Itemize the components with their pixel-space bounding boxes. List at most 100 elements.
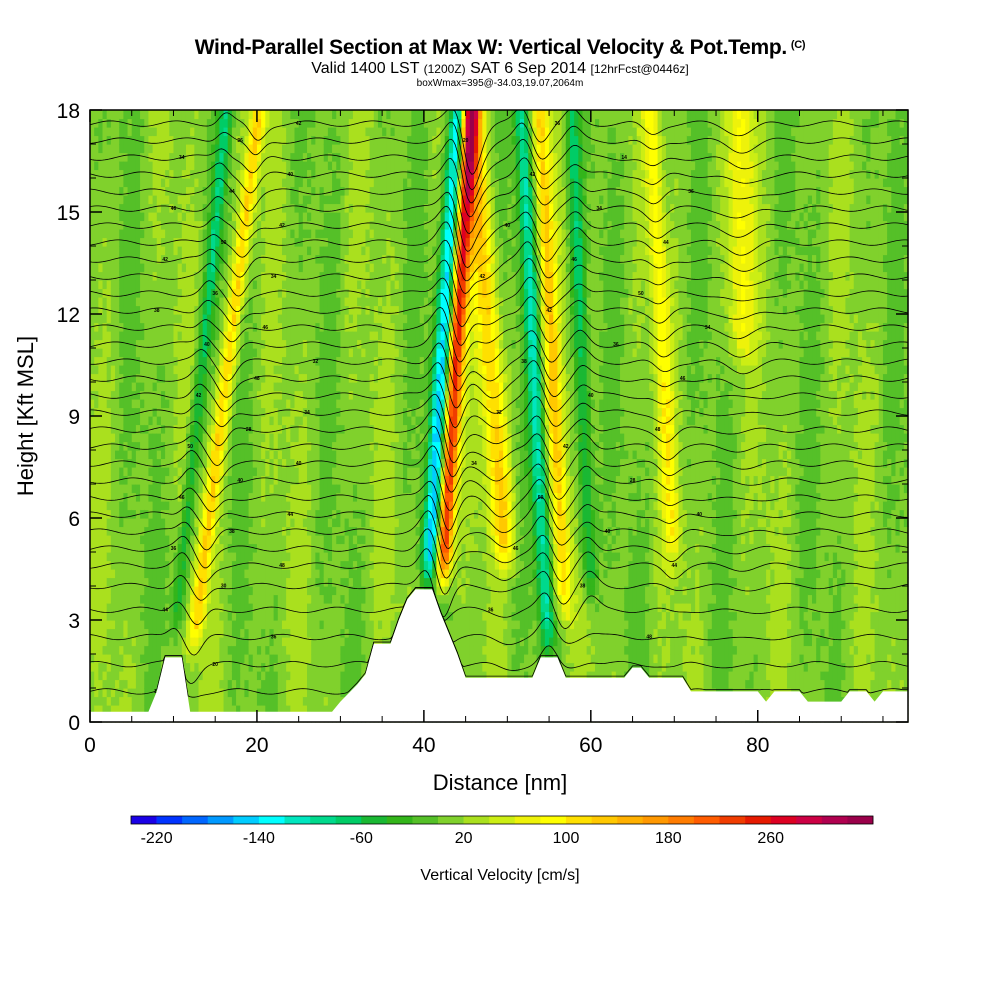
velocity-cell [160,518,166,528]
velocity-cell [290,526,296,536]
velocity-cell [98,152,104,162]
velocity-cell [369,280,375,290]
velocity-cell [256,212,262,222]
velocity-cell [252,246,258,256]
velocity-cell [140,628,145,638]
velocity-cell [127,611,133,621]
velocity-cell [202,543,208,553]
velocity-cell [336,203,341,213]
velocity-cell [211,441,216,451]
velocity-cell [332,348,337,358]
velocity-cell [290,382,296,392]
velocity-cell [323,331,329,341]
velocity-cell [240,373,246,383]
velocity-cell [319,288,325,298]
velocity-cell [315,203,321,213]
velocity-cell [286,637,291,647]
velocity-cell [115,705,120,715]
velocity-cell [198,118,204,128]
velocity-cell [365,509,371,519]
velocity-cell [169,441,175,451]
velocity-cell [294,280,300,290]
velocity-cell [98,467,104,477]
velocity-cell [94,280,99,290]
velocity-cell [286,594,291,604]
velocity-cell [244,543,250,553]
velocity-cell [156,467,162,477]
velocity-cell [90,297,95,307]
velocity-cell [311,654,316,664]
velocity-cell [302,203,308,213]
velocity-cell [269,518,275,528]
velocity-cell [194,220,200,230]
velocity-cell [177,382,183,392]
velocity-cell [315,356,321,366]
velocity-cell [340,620,346,630]
velocity-cell [219,492,225,502]
velocity-cell [302,705,308,715]
velocity-cell [98,509,104,519]
velocity-cell [135,484,141,494]
velocity-cell [319,220,325,230]
velocity-cell [248,399,254,409]
velocity-cell [165,433,170,443]
velocity-cell [307,288,312,298]
velocity-cell [336,450,341,460]
velocity-cell [211,297,216,307]
velocity-cell [261,373,266,383]
velocity-cell [223,297,229,307]
velocity-cell [90,705,95,715]
velocity-cell [98,492,104,502]
velocity-cell [227,645,233,655]
velocity-cell [332,212,337,222]
velocity-cell [127,263,133,273]
velocity-cell [131,305,137,315]
velocity-cell [169,203,175,213]
velocity-cell [344,577,350,587]
velocity-cell [294,484,300,494]
velocity-cell [365,390,371,400]
velocity-cell [227,535,233,545]
velocity-cell [302,433,308,443]
velocity-cell [302,229,308,239]
velocity-cell [319,186,325,196]
velocity-cell [273,679,279,689]
velocity-cell [336,484,341,494]
velocity-cell [294,611,300,621]
velocity-cell [135,450,141,460]
velocity-cell [340,645,346,655]
velocity-cell [177,501,183,511]
velocity-cell [319,263,325,273]
velocity-cell [323,246,329,256]
velocity-cell [294,118,300,128]
velocity-cell [294,348,300,358]
velocity-cell [315,407,321,417]
velocity-cell [269,560,275,570]
velocity-cell [273,127,279,137]
velocity-cell [215,526,220,536]
velocity-cell [177,373,183,383]
velocity-cell [115,305,120,315]
velocity-cell [236,127,241,137]
velocity-cell [273,535,279,545]
velocity-cell [357,526,362,536]
velocity-cell [290,552,296,562]
velocity-cell [131,263,137,273]
velocity-cell [361,348,367,358]
velocity-cell [323,475,329,485]
velocity-cell [102,220,108,230]
velocity-cell [231,203,237,213]
velocity-cell [198,365,204,375]
velocity-cell [127,569,133,579]
velocity-cell [344,611,350,621]
velocity-cell [181,356,187,366]
velocity-cell [148,203,154,213]
velocity-cell [206,671,212,681]
velocity-cell [106,594,112,604]
velocity-cell [110,603,116,613]
velocity-cell [215,467,220,477]
velocity-cell [352,518,358,528]
velocity-cell [110,152,116,162]
velocity-cell [173,152,179,162]
velocity-cell [215,552,220,562]
